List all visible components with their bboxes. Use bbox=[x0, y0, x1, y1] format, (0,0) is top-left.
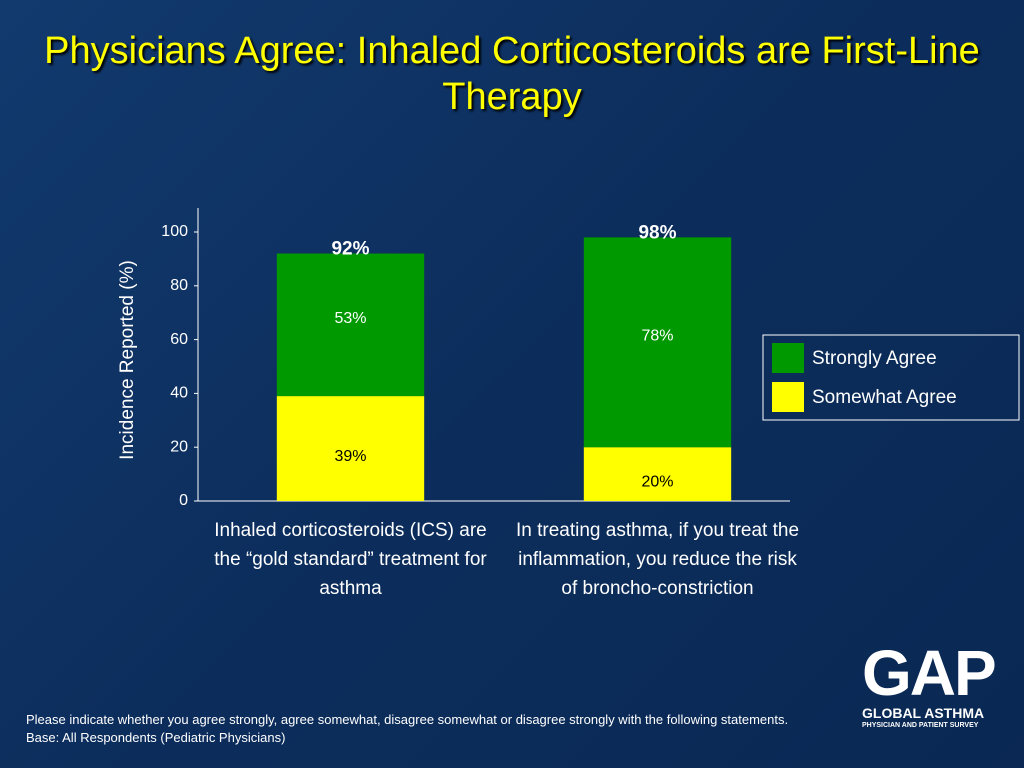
y-tick-label: 60 bbox=[170, 331, 188, 348]
bar-segment bbox=[276, 396, 425, 501]
legend-swatch bbox=[772, 382, 804, 412]
legend-label: Strongly Agree bbox=[812, 348, 937, 369]
logo-mark: GAP bbox=[862, 637, 997, 709]
y-tick-label: 20 bbox=[170, 438, 188, 455]
x-tick-label: Inhaled corticosteroids (ICS) are the “g… bbox=[214, 520, 487, 599]
y-tick-label: 100 bbox=[161, 223, 188, 240]
total-label: 98% bbox=[638, 222, 676, 243]
footnote: Please indicate whether you agree strong… bbox=[26, 712, 789, 745]
legend-box bbox=[762, 334, 1020, 421]
data-label: 53% bbox=[334, 310, 366, 327]
logo: GAP GLOBAL ASTHMA PHYSICIAN AND PATIENT … bbox=[862, 637, 997, 730]
logo-line: GLOBAL ASTHMA bbox=[862, 705, 985, 721]
legend-swatch bbox=[772, 343, 804, 373]
bar-segment bbox=[583, 237, 732, 448]
data-label: 20% bbox=[641, 473, 673, 490]
data-label: 78% bbox=[641, 328, 673, 345]
y-tick-label: 40 bbox=[170, 385, 188, 402]
bar-segment bbox=[583, 447, 732, 501]
total-label: 92% bbox=[331, 239, 369, 260]
x-tick-label: In treating asthma, if you treat the inf… bbox=[515, 520, 800, 599]
chart: Incidence Reported (%) 0 20 40 60 80 100 39% 53… bbox=[117, 222, 1020, 509]
title: Physicians Agree: Inhaled Corticosteroid… bbox=[44, 30, 980, 118]
bar-segment bbox=[276, 253, 425, 397]
logo-line: PHYSICIAN AND PATIENT SURVEY bbox=[862, 722, 979, 729]
y-tick-label: 80 bbox=[170, 277, 188, 294]
y-tick-label: 0 bbox=[179, 492, 188, 509]
legend-label: Somewhat Agree bbox=[812, 387, 957, 408]
data-label: 39% bbox=[334, 448, 366, 465]
y-axis-label: Incidence Reported (%) bbox=[117, 260, 138, 460]
